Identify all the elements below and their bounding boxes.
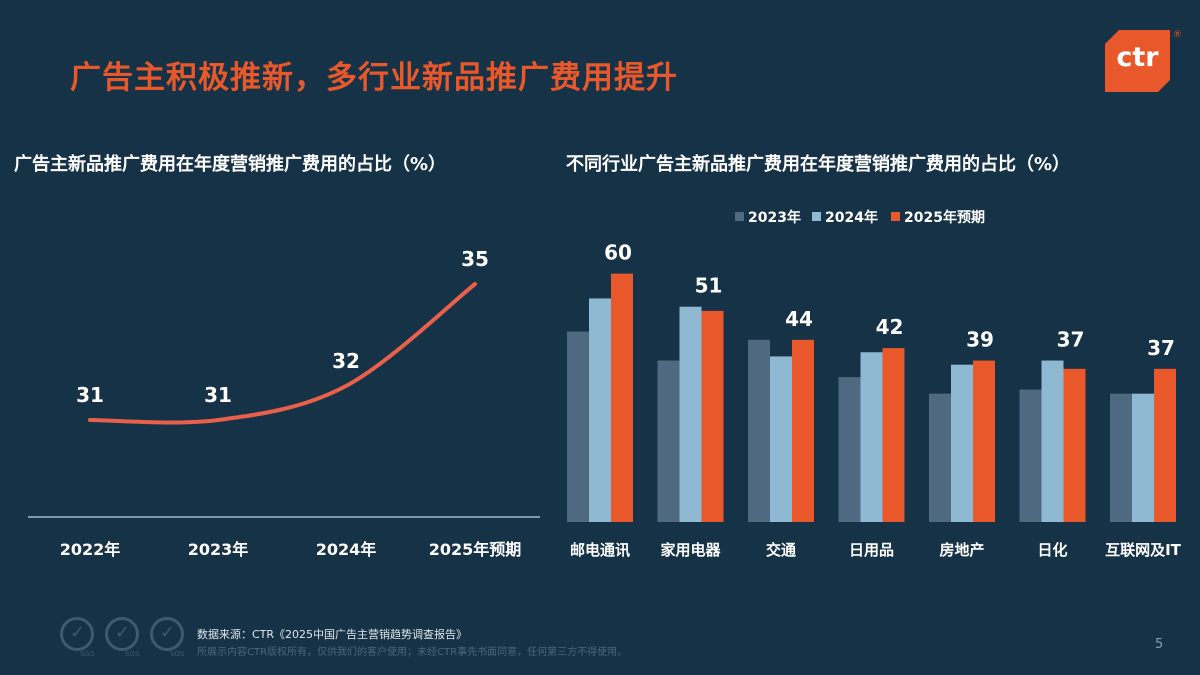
data-source: 数据来源：CTR《2025中国广告主营销趋势调查报告》 <box>197 628 468 641</box>
sgs-badge-icon <box>105 617 139 651</box>
legend-label: 2023年 <box>748 209 801 226</box>
bar-x-tick-label: 邮电通讯 <box>570 541 630 559</box>
bar-x-tick-label: 交通 <box>766 541 796 559</box>
legend-label: 2024年 <box>825 209 878 226</box>
sgs-label: SGS <box>125 650 140 658</box>
bar-x-tick-label: 日用品 <box>849 541 894 559</box>
bar-2024年 <box>1041 360 1064 522</box>
bar-2023年 <box>657 360 680 522</box>
copyright-note: 所展示内容CTR版权所有，仅供我们的客户使用；未经CTR事先书面同意，任何第三方… <box>197 647 628 658</box>
bar-data-label: 42 <box>876 315 904 339</box>
bar-data-label: 37 <box>1057 328 1085 352</box>
ctr-logo: ctr <box>1105 30 1170 92</box>
line-data-label: 35 <box>461 247 489 271</box>
bar-2023年 <box>1019 389 1042 522</box>
line-chart-title: 广告主新品推广费用在年度营销推广费用的占比（%） <box>14 154 447 175</box>
bar-x-tick-label: 房地产 <box>939 541 984 559</box>
line-data-label: 31 <box>204 383 232 407</box>
bar-2023年 <box>748 339 770 522</box>
bar-2025年预期 <box>701 310 724 522</box>
line-x-tick-label: 2023年 <box>188 540 249 559</box>
bar-x-tick-label: 互联网及IT <box>1105 541 1182 559</box>
bar-2023年 <box>1110 393 1132 522</box>
bar-data-label: 51 <box>695 274 723 298</box>
line-data-label: 32 <box>332 349 360 373</box>
sgs-badge-icon <box>60 617 94 651</box>
bar-data-label: 39 <box>966 328 994 352</box>
legend-label: 2025年预期 <box>904 209 985 226</box>
bar-x-tick-label: 日化 <box>1037 541 1067 559</box>
bar-2025年预期 <box>792 339 814 522</box>
line-x-tick-label: 2022年 <box>60 540 121 559</box>
bar-2025年预期 <box>973 360 995 522</box>
bar-chart-title: 不同行业广告主新品推广费用在年度营销推广费用的占比（%） <box>566 154 1071 175</box>
bar-data-label: 44 <box>785 307 813 331</box>
bar-2023年 <box>929 393 951 522</box>
bar-2024年 <box>1132 393 1154 522</box>
legend-swatch <box>891 212 900 221</box>
bar-data-label: 60 <box>604 241 632 265</box>
page-number: 5 <box>1155 637 1164 652</box>
legend-swatch <box>812 212 821 221</box>
legend-swatch <box>735 212 744 221</box>
bar-2025年预期 <box>1154 368 1176 522</box>
bar-2025年预期 <box>611 273 633 522</box>
bar-2024年 <box>589 298 611 522</box>
bar-data-label: 37 <box>1147 336 1175 360</box>
bar-2024年 <box>951 364 973 522</box>
bar-2023年 <box>567 331 589 522</box>
bar-2023年 <box>838 377 861 522</box>
bar-2024年 <box>860 352 883 522</box>
bar-2025年预期 <box>1063 368 1086 522</box>
bar-2025年预期 <box>882 348 905 522</box>
line-x-tick-label: 2025年预期 <box>429 540 522 559</box>
bar-2024年 <box>679 306 702 522</box>
line-series <box>88 282 477 425</box>
line-x-tick-label: 2024年 <box>316 540 377 559</box>
bar-2024年 <box>770 356 792 522</box>
sgs-badge-icon <box>150 617 184 651</box>
page-title: 广告主积极推新，多行业新品推广费用提升 <box>70 60 678 96</box>
line-data-label: 31 <box>76 383 104 407</box>
bar-x-tick-label: 家用电器 <box>660 541 721 559</box>
registered-mark: ® <box>1173 30 1182 40</box>
sgs-label: SGS <box>170 650 185 658</box>
sgs-label: SGS <box>80 650 95 658</box>
